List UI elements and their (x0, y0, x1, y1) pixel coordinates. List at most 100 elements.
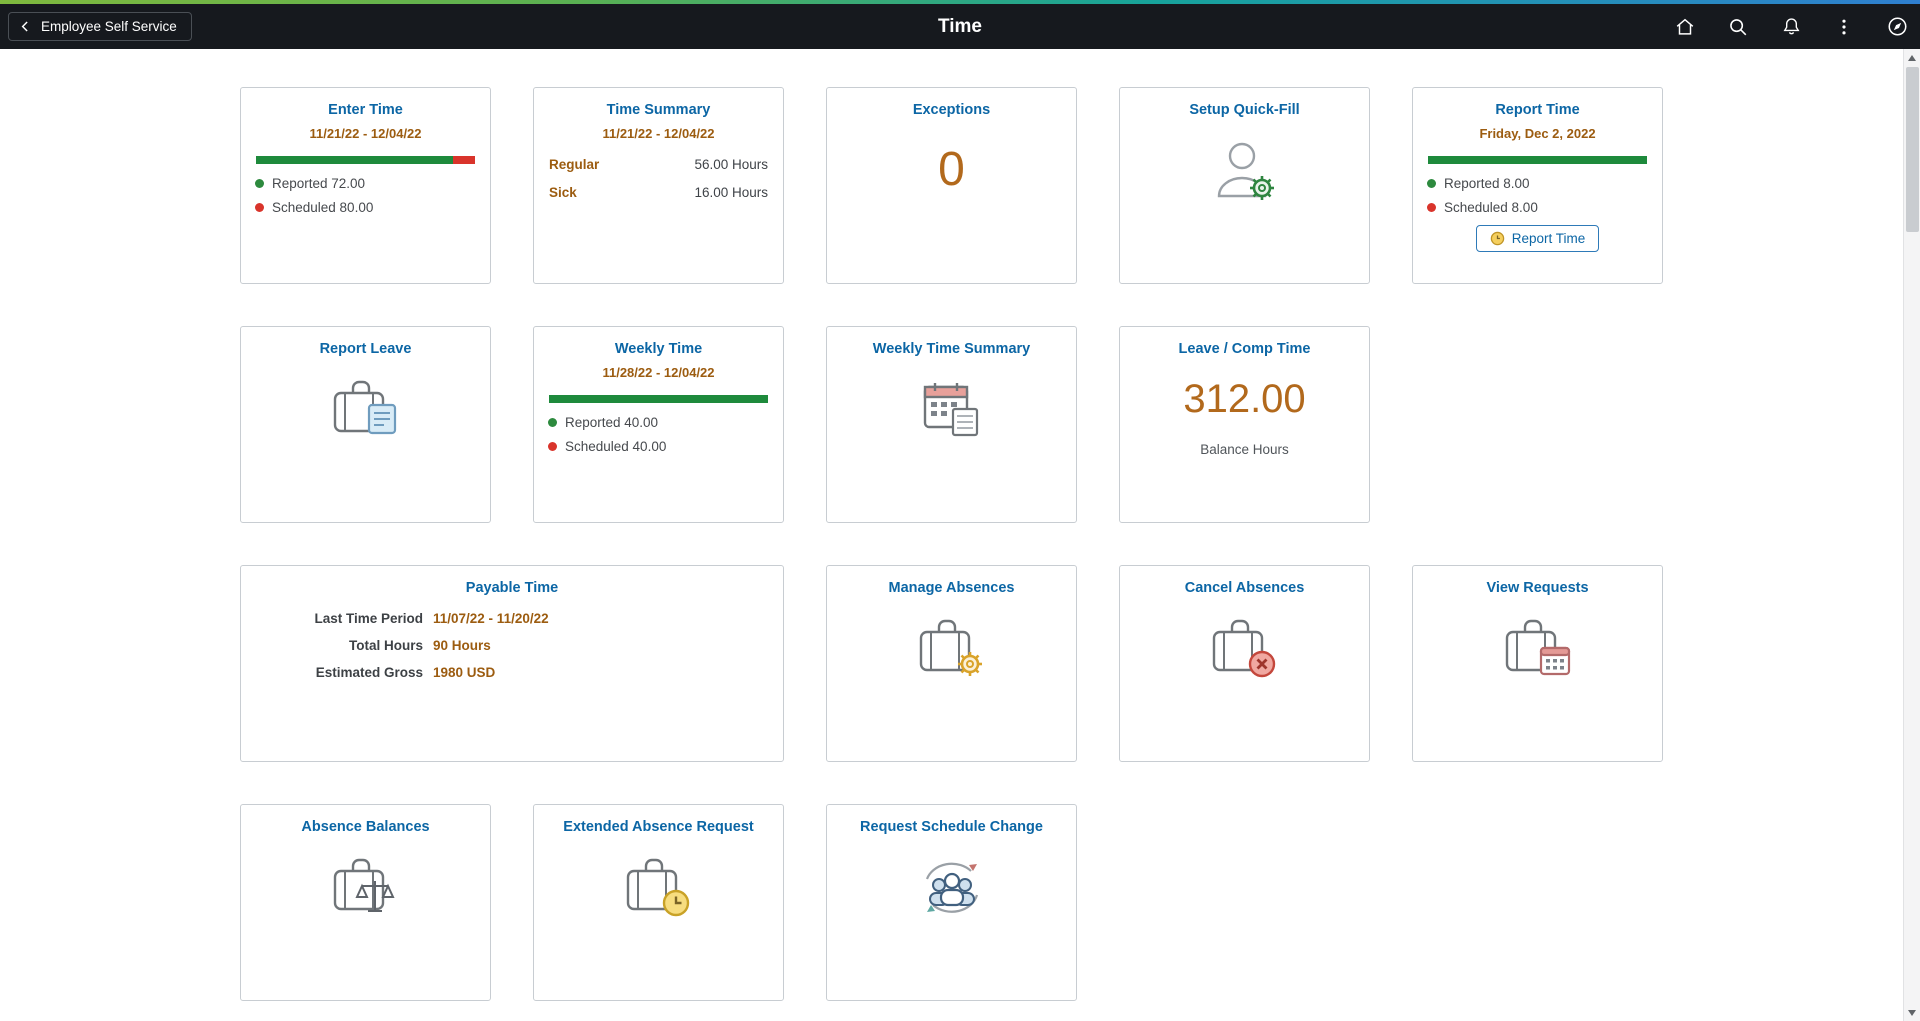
progress-remaining-segment (453, 156, 475, 164)
vertical-scrollbar[interactable] (1903, 49, 1920, 1021)
payable-row: Last Time Period 11/07/22 - 11/20/22 (253, 610, 771, 627)
tile-report-time[interactable]: Report Time Friday, Dec 2, 2022 Reported… (1412, 87, 1663, 284)
tile-date: Friday, Dec 2, 2022 (1479, 126, 1596, 141)
scheduled-dot-icon (548, 442, 557, 451)
tile-icon-wrap (1132, 136, 1357, 206)
scroll-down-button[interactable] (1904, 1004, 1920, 1021)
progress-bar (549, 395, 768, 403)
calendar-sheet-icon (923, 383, 978, 437)
tile-exceptions[interactable]: Exceptions 0 (826, 87, 1077, 284)
tile-title: Weekly Time Summary (872, 341, 1031, 357)
home-button[interactable] (1672, 14, 1698, 40)
payable-row: Total Hours 90 Hours (253, 637, 771, 654)
exceptions-count: 0 (938, 143, 965, 196)
tile-absence-balances[interactable]: Absence Balances (240, 804, 491, 1001)
row-value: 11/07/22 - 11/20/22 (433, 611, 549, 626)
tile-title: Exceptions (912, 102, 991, 118)
briefcase-clock-icon (626, 858, 689, 917)
row-value: 16.00 Hours (694, 185, 768, 200)
tile-time-summary[interactable]: Time Summary 11/21/22 - 12/04/22 Regular… (533, 87, 784, 284)
progress-reported-segment (256, 156, 454, 164)
report-time-button-label: Report Time (1511, 231, 1586, 246)
row-value: 1980 USD (433, 665, 496, 680)
search-button[interactable] (1725, 14, 1751, 40)
row-label: Regular (549, 157, 600, 172)
scheduled-text: Scheduled 80.00 (272, 200, 374, 215)
tile-payable-time[interactable]: Payable Time Last Time Period 11/07/22 -… (240, 565, 784, 762)
row-value: 56.00 Hours (694, 157, 768, 172)
header-actions (1672, 14, 1910, 40)
reported-line: Reported 8.00 (1427, 176, 1648, 191)
scheduled-text: Scheduled 8.00 (1444, 200, 1538, 215)
scheduled-dot-icon (255, 203, 264, 212)
tile-view-requests[interactable]: View Requests (1412, 565, 1663, 762)
tile-title: Absence Balances (301, 819, 430, 835)
time-summary-row: Regular 56.00 Hours (546, 157, 771, 172)
tile-weekly-time-summary[interactable]: Weekly Time Summary (826, 326, 1077, 523)
reported-dot-icon (255, 179, 264, 188)
tile-title: View Requests (1486, 580, 1589, 596)
time-summary-rows: Regular 56.00 Hours Sick 16.00 Hours (546, 157, 771, 200)
tile-icon-wrap (1132, 614, 1357, 684)
tile-manage-absences[interactable]: Manage Absences (826, 565, 1077, 762)
tile-title: Cancel Absences (1184, 580, 1305, 596)
briefcase-cancel-icon (1212, 619, 1275, 678)
row-label: Estimated Gross (315, 665, 423, 680)
tile-title: Leave / Comp Time (1178, 341, 1311, 357)
tile-report-leave[interactable]: Report Leave (240, 326, 491, 523)
scroll-up-button[interactable] (1904, 49, 1920, 66)
tile-leave-comp-time[interactable]: Leave / Comp Time 312.00 Balance Hours (1119, 326, 1370, 523)
tile-enter-time[interactable]: Enter Time 11/21/22 - 12/04/22 Reported … (240, 87, 491, 284)
reported-text: Reported 40.00 (565, 415, 659, 430)
report-time-button[interactable]: Report Time (1475, 225, 1600, 252)
reported-text: Reported 72.00 (272, 176, 366, 191)
notifications-button[interactable] (1778, 14, 1804, 40)
tile-cancel-absences[interactable]: Cancel Absences (1119, 565, 1370, 762)
chevron-left-icon (21, 21, 28, 32)
page-title: Time (937, 15, 983, 37)
row-label: Last Time Period (314, 611, 423, 626)
search-icon (1730, 18, 1747, 35)
tile-icon-wrap (253, 375, 478, 445)
scheduled-line: Scheduled 8.00 (1427, 200, 1648, 215)
balance-hours-value: 312.00 (1183, 377, 1306, 421)
progress-bar (1428, 156, 1647, 164)
scroll-up-icon (1908, 54, 1916, 61)
tile-extended-absence-request[interactable]: Extended Absence Request (533, 804, 784, 1001)
back-button[interactable]: Employee Self Service (8, 12, 192, 41)
scrollbar-thumb[interactable] (1906, 67, 1919, 232)
scheduled-text: Scheduled 40.00 (565, 439, 667, 454)
more-actions-button[interactable] (1831, 14, 1857, 40)
tile-icon-wrap (839, 853, 1064, 923)
reported-line: Reported 40.00 (548, 415, 769, 430)
tile-icon-wrap (839, 614, 1064, 684)
tile-date-range: 11/21/22 - 12/04/22 (309, 126, 422, 141)
tile-icon-wrap (546, 853, 771, 923)
scheduled-dot-icon (1427, 203, 1436, 212)
navbar-compass-icon (1887, 17, 1907, 36)
app-header: Employee Self Service Time (0, 4, 1920, 49)
tile-title: Request Schedule Change (860, 819, 1043, 835)
briefcase-scales-icon (333, 858, 395, 912)
payable-row: Estimated Gross 1980 USD (253, 664, 771, 681)
row-label: Total Hours (349, 638, 423, 653)
tile-request-schedule-change[interactable]: Request Schedule Change (826, 804, 1077, 1001)
tile-title: Report Time (1495, 102, 1580, 118)
briefcase-document-icon (333, 380, 396, 435)
notifications-icon (1783, 18, 1799, 35)
scheduled-line: Scheduled 80.00 (255, 200, 476, 215)
scroll-down-icon (1908, 1009, 1916, 1016)
payable-rows: Last Time Period 11/07/22 - 11/20/22 Tot… (253, 610, 771, 681)
tile-weekly-time[interactable]: Weekly Time 11/28/22 - 12/04/22 Reported… (533, 326, 784, 523)
back-button-label: Employee Self Service (41, 19, 177, 34)
row-value: 90 Hours (433, 638, 491, 653)
tile-title: Report Leave (319, 341, 412, 357)
navbar-button[interactable] (1884, 14, 1910, 40)
tile-date-range: 11/21/22 - 12/04/22 (602, 126, 715, 141)
progress-reported-segment (549, 395, 768, 403)
coin-clock-icon (1490, 231, 1504, 246)
tile-grid: Enter Time 11/21/22 - 12/04/22 Reported … (240, 87, 1663, 1001)
tile-setup-quick-fill[interactable]: Setup Quick-Fill (1119, 87, 1370, 284)
briefcase-calendar-icon (1505, 619, 1570, 676)
progress-reported-segment (1428, 156, 1647, 164)
